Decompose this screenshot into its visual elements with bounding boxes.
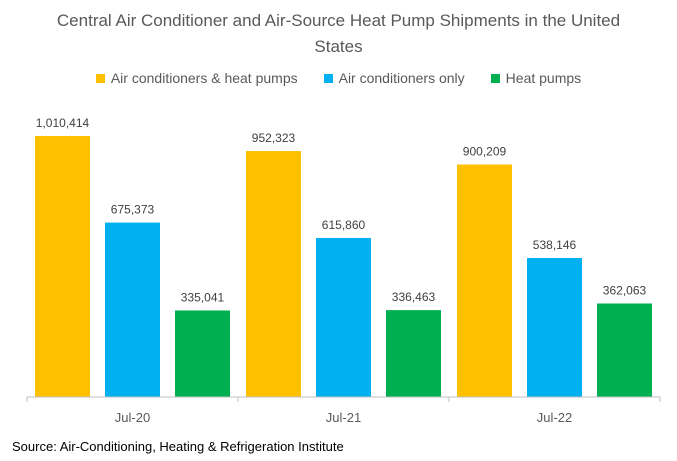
chart-title: Central Air Conditioner and Air-Source H… bbox=[56, 11, 621, 56]
bar-jul-20-series-0 bbox=[35, 136, 90, 397]
legend-item-ac-hp: Air conditioners & heat pumps bbox=[95, 70, 298, 86]
legend-label-ac-hp: Air conditioners & heat pumps bbox=[110, 70, 298, 86]
bar-jul-21-series-2 bbox=[386, 310, 441, 397]
data-label-jul-20-series-1: 675,373 bbox=[111, 203, 155, 217]
bar-jul-20-series-2 bbox=[175, 310, 230, 397]
legend-item-heat-pumps: Heat pumps bbox=[490, 70, 582, 86]
legend-label-heat-pumps: Heat pumps bbox=[505, 70, 582, 86]
data-label-jul-20-series-0: 1,010,414 bbox=[36, 116, 90, 130]
legend-swatch-ac-hp bbox=[95, 73, 105, 83]
data-label-jul-22-series-1: 538,146 bbox=[533, 238, 577, 252]
bar-jul-21-series-0 bbox=[246, 151, 301, 397]
data-label-jul-20-series-2: 335,041 bbox=[181, 290, 225, 304]
bar-jul-22-series-1 bbox=[527, 258, 582, 397]
data-label-jul-21-series-0: 952,323 bbox=[252, 131, 296, 145]
bar-jul-22-series-2 bbox=[597, 303, 652, 397]
bar-jul-21-series-1 bbox=[316, 237, 371, 397]
data-label-jul-21-series-2: 336,463 bbox=[392, 290, 436, 304]
data-label-jul-22-series-0: 900,209 bbox=[463, 145, 507, 159]
x-tick-label-jul-21: Jul-21 bbox=[326, 410, 361, 425]
x-tick-label-jul-22: Jul-22 bbox=[537, 410, 572, 425]
x-tick-label-jul-20: Jul-20 bbox=[115, 410, 150, 425]
legend-item-ac-only: Air conditioners only bbox=[323, 70, 465, 86]
legend-swatch-heat-pumps bbox=[490, 73, 500, 83]
legend-swatch-ac-only bbox=[323, 73, 333, 83]
bar-jul-22-series-0 bbox=[457, 164, 512, 397]
source-note: Source: Air-Conditioning, Heating & Refr… bbox=[12, 439, 344, 454]
data-label-jul-21-series-1: 615,860 bbox=[322, 218, 366, 232]
chart-legend: Air conditioners & heat pumps Air condit… bbox=[0, 70, 677, 86]
legend-label-ac-only: Air conditioners only bbox=[338, 70, 465, 86]
data-label-jul-22-series-2: 362,063 bbox=[603, 283, 647, 297]
bar-jul-20-series-1 bbox=[105, 222, 160, 397]
